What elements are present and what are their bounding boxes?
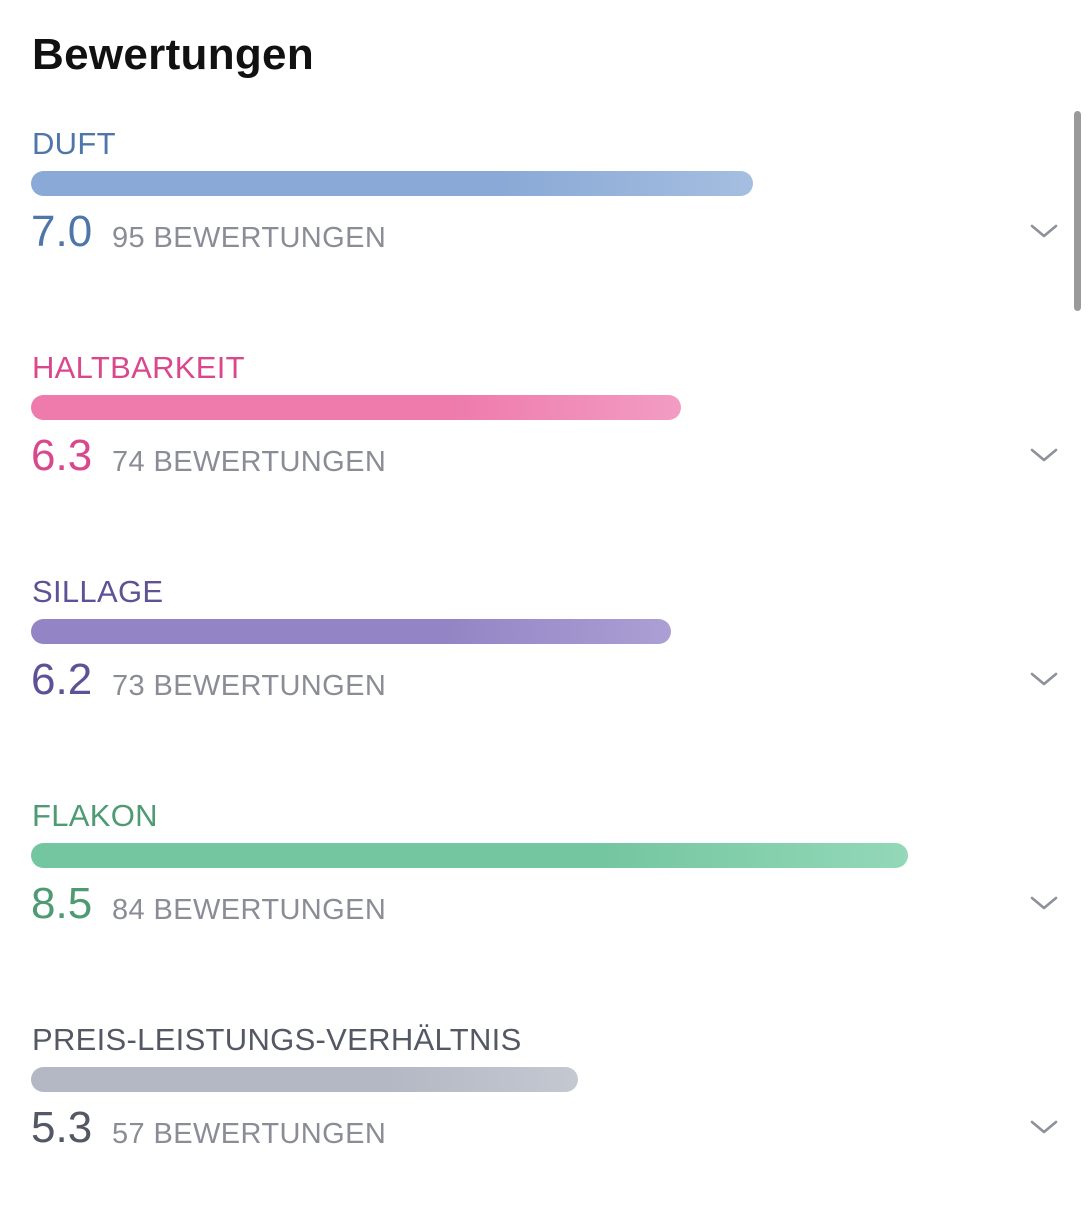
rating-flakon[interactable]: FLAKON 8.5 84 BEWERTUNGEN <box>0 798 1091 998</box>
rating-count: 73 BEWERTUNGEN <box>112 670 387 702</box>
rating-score: 6.2 <box>31 655 93 704</box>
rating-bar <box>31 619 671 644</box>
rating-count: 57 BEWERTUNGEN <box>112 1118 387 1150</box>
rating-score: 8.5 <box>31 879 93 928</box>
chevron-down-icon[interactable] <box>1026 890 1062 914</box>
rating-bar-track <box>31 171 1031 196</box>
rating-bar-track <box>31 619 1031 644</box>
rating-bar <box>31 1067 578 1092</box>
rating-duft[interactable]: DUFT 7.0 95 BEWERTUNGEN <box>0 126 1091 326</box>
rating-score: 5.3 <box>31 1103 93 1152</box>
rating-sillage[interactable]: SILLAGE 6.2 73 BEWERTUNGEN <box>0 574 1091 774</box>
rating-bar-track <box>31 843 1031 868</box>
rating-preis-leistungs-verhaeltnis[interactable]: PREIS-LEISTUNGS-VERHÄLTNIS 5.3 57 BEWERT… <box>0 1022 1091 1222</box>
chevron-down-icon[interactable] <box>1026 218 1062 242</box>
rating-bar <box>31 395 681 420</box>
rating-score: 7.0 <box>31 207 93 256</box>
rating-label: DUFT <box>32 126 116 161</box>
page-title: Bewertungen <box>32 30 314 79</box>
rating-count: 84 BEWERTUNGEN <box>112 894 387 926</box>
rating-bar <box>31 171 753 196</box>
chevron-down-icon[interactable] <box>1026 666 1062 690</box>
chevron-down-icon[interactable] <box>1026 1114 1062 1138</box>
rating-count: 74 BEWERTUNGEN <box>112 446 387 478</box>
rating-label: HALTBARKEIT <box>32 350 245 385</box>
scrollbar-thumb[interactable] <box>1074 111 1081 311</box>
rating-count: 95 BEWERTUNGEN <box>112 222 387 254</box>
rating-label: PREIS-LEISTUNGS-VERHÄLTNIS <box>32 1022 522 1057</box>
rating-bar-track <box>31 395 1031 420</box>
rating-bar <box>31 843 908 868</box>
rating-score: 6.3 <box>31 431 93 480</box>
rating-bar-track <box>31 1067 1031 1092</box>
rating-label: SILLAGE <box>32 574 164 609</box>
rating-label: FLAKON <box>32 798 158 833</box>
chevron-down-icon[interactable] <box>1026 442 1062 466</box>
rating-haltbarkeit[interactable]: HALTBARKEIT 6.3 74 BEWERTUNGEN <box>0 350 1091 550</box>
